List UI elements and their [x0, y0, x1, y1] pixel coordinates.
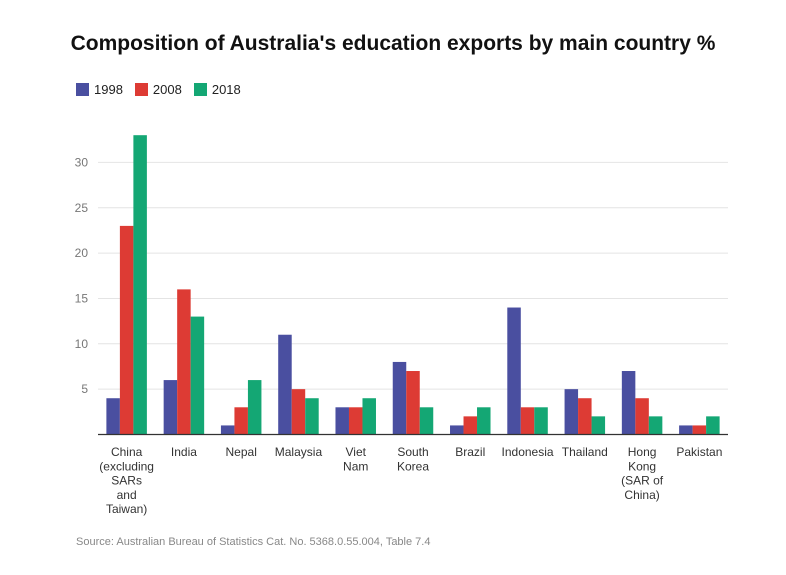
bar-1998-0 [106, 398, 120, 435]
y-tick-label-15: 15 [75, 291, 89, 305]
bar-2008-2 [234, 407, 248, 435]
chart-title: Composition of Australia's education exp… [70, 32, 716, 55]
legend-label-2018: 2018 [211, 82, 241, 97]
y-tick-label-20: 20 [75, 246, 89, 260]
bar-1998-1 [163, 380, 178, 435]
y-tick-label-10: 10 [75, 337, 89, 351]
bar-2008-3 [291, 389, 306, 435]
x-category-label-1: India [171, 445, 197, 459]
bar-1998-2 [220, 425, 235, 435]
bar-1998-4 [335, 407, 349, 435]
legend: 1998 2008 2018 [76, 82, 253, 97]
bar-2018-3 [305, 398, 319, 435]
x-category-label-4: Viet Nam [343, 445, 368, 473]
legend-swatch-2018 [193, 83, 207, 96]
bar-2018-2 [247, 380, 262, 435]
x-category-label-3: Malaysia [275, 445, 323, 459]
legend-swatch-1998 [76, 83, 89, 96]
bar-2018-10 [706, 416, 720, 435]
x-category-label-5: South Korea [397, 445, 429, 473]
bar-1998-10 [679, 425, 693, 435]
bar-1998-9 [621, 371, 636, 435]
bar-2008-1 [177, 289, 191, 435]
legend-item-2018: 2018 [193, 82, 241, 97]
source-note: Source: Australian Bureau of Statistics … [76, 536, 431, 548]
bar-2008-0 [119, 225, 134, 435]
bar-1998-5 [392, 361, 407, 435]
bar-2018-6 [477, 407, 491, 435]
x-category-label-10: Pakistan [676, 445, 722, 459]
bar-2008-8 [578, 398, 592, 435]
legend-item-1998: 1998 [76, 82, 123, 97]
bar-2008-10 [692, 425, 707, 435]
bar-1998-8 [564, 389, 579, 435]
bar-2008-4 [348, 407, 363, 435]
bar-2018-5 [419, 407, 434, 435]
legend-label-1998: 1998 [94, 82, 123, 97]
legend-item-2008: 2008 [134, 82, 182, 97]
bar-2008-6 [463, 416, 478, 435]
x-category-label-6: Brazil [455, 445, 485, 459]
bar-1998-6 [450, 425, 464, 435]
x-category-label-0: China (excluding SARs and Taiwan) [99, 445, 154, 516]
bar-2018-4 [362, 398, 376, 435]
x-category-label-9: Hong Kong (SAR of China) [621, 445, 664, 502]
y-tick-label-5: 5 [81, 382, 88, 396]
y-tick-label-25: 25 [75, 201, 89, 215]
bar-2018-0 [133, 135, 147, 435]
bar-2018-7 [534, 407, 548, 435]
bar-1998-7 [507, 307, 521, 435]
x-category-label-2: Nepal [226, 445, 257, 459]
y-tick-label-30: 30 [75, 155, 89, 169]
bar-2008-9 [635, 398, 649, 435]
x-category-label-7: Indonesia [502, 445, 554, 459]
bar-2018-1 [190, 316, 205, 435]
bar-2008-7 [520, 407, 535, 435]
legend-swatch-2008 [134, 83, 148, 96]
x-category-label-8: Thailand [562, 445, 608, 459]
bar-2008-5 [406, 371, 420, 435]
bar-2018-9 [648, 416, 663, 435]
bar-1998-3 [278, 334, 292, 435]
bar-2018-8 [591, 416, 606, 435]
legend-label-2008: 2008 [152, 82, 182, 97]
